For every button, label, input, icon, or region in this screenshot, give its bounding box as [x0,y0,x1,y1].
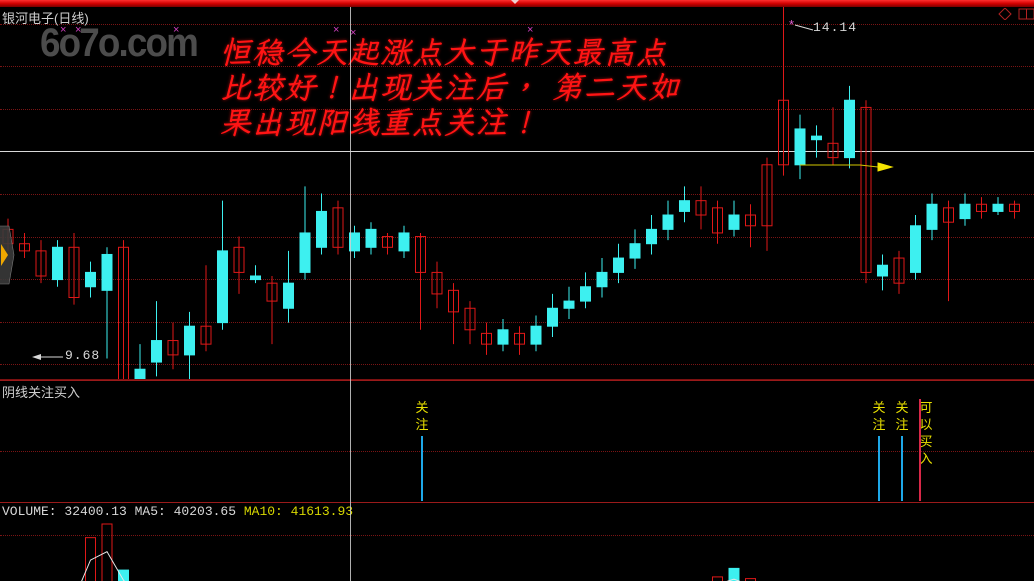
svg-text:*: * [789,17,794,32]
